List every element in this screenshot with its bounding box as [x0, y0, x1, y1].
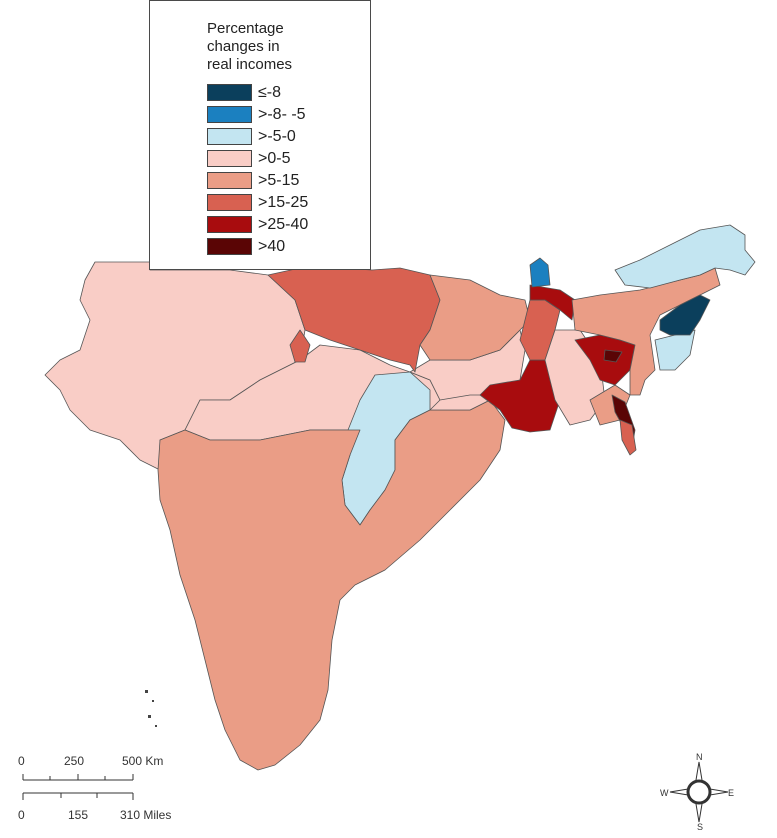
legend-title-line-2: changes in — [207, 38, 280, 55]
legend-swatch — [207, 150, 252, 167]
legend-item: >25-40 — [207, 216, 308, 233]
legend-label: >-5-0 — [258, 127, 296, 145]
legend-swatch — [207, 128, 252, 145]
legend-label: >15-25 — [258, 193, 309, 211]
region-delta-coast2 — [619, 419, 637, 456]
legend-title-line-1: Percentage — [207, 20, 284, 37]
legend-item: >-5-0 — [207, 128, 296, 145]
legend-title-line-3: real incomes — [207, 56, 293, 73]
legend-label: >25-40 — [258, 215, 309, 233]
legend-swatch — [207, 216, 252, 233]
scale-mi-310: 310 Miles — [120, 808, 172, 822]
island-dots — [145, 690, 157, 727]
scale-km-250: 250 — [64, 754, 85, 768]
compass-s: S — [697, 822, 704, 832]
scale-mi-155: 155 — [68, 808, 89, 822]
region-delta-north — [529, 284, 576, 321]
legend-title: Percentage changes in real incomes — [207, 20, 357, 74]
compass-rose-icon — [669, 761, 729, 823]
compass-w: W — [660, 788, 669, 798]
legend-label: >40 — [258, 237, 286, 255]
legend-label: >-8- -5 — [258, 105, 306, 123]
legend-item: >5-15 — [207, 172, 299, 189]
legend-item: >15-25 — [207, 194, 308, 211]
region-north-plain — [419, 274, 531, 361]
region-arunachal — [614, 224, 756, 289]
north-arrow: N S E W — [656, 748, 746, 836]
scale-km-500: 500 Km — [122, 754, 164, 768]
legend-item: >40 — [207, 238, 285, 255]
region-nagaland — [659, 294, 711, 336]
compass-n: N — [696, 752, 703, 762]
legend-swatch — [207, 172, 252, 189]
legend-label: >5-15 — [258, 171, 300, 189]
compass-e: E — [728, 788, 735, 798]
legend-item: >-8- -5 — [207, 106, 306, 123]
scale-bar-lines — [22, 774, 134, 800]
legend-box: Percentage changes in real incomes ≤-8 >… — [149, 0, 371, 270]
legend-item: >0-5 — [207, 150, 290, 167]
scale-bar: 0 250 500 Km 0 155 310 Miles — [18, 752, 178, 822]
region-mizoram — [654, 329, 696, 371]
legend-swatch — [207, 194, 252, 211]
legend-label: >0-5 — [258, 149, 291, 167]
region-delta-ne — [603, 349, 623, 363]
legend-item: ≤-8 — [207, 84, 281, 101]
scale-mi-0: 0 — [18, 808, 25, 822]
legend-swatch — [207, 84, 252, 101]
region-south-peninsula — [157, 399, 506, 771]
scale-km-0: 0 — [18, 754, 25, 768]
region-himalaya-small — [529, 257, 551, 288]
legend-swatch — [207, 106, 252, 123]
legend-swatch — [207, 238, 252, 255]
region-small-enclave — [289, 329, 311, 363]
legend-label: ≤-8 — [258, 83, 282, 101]
